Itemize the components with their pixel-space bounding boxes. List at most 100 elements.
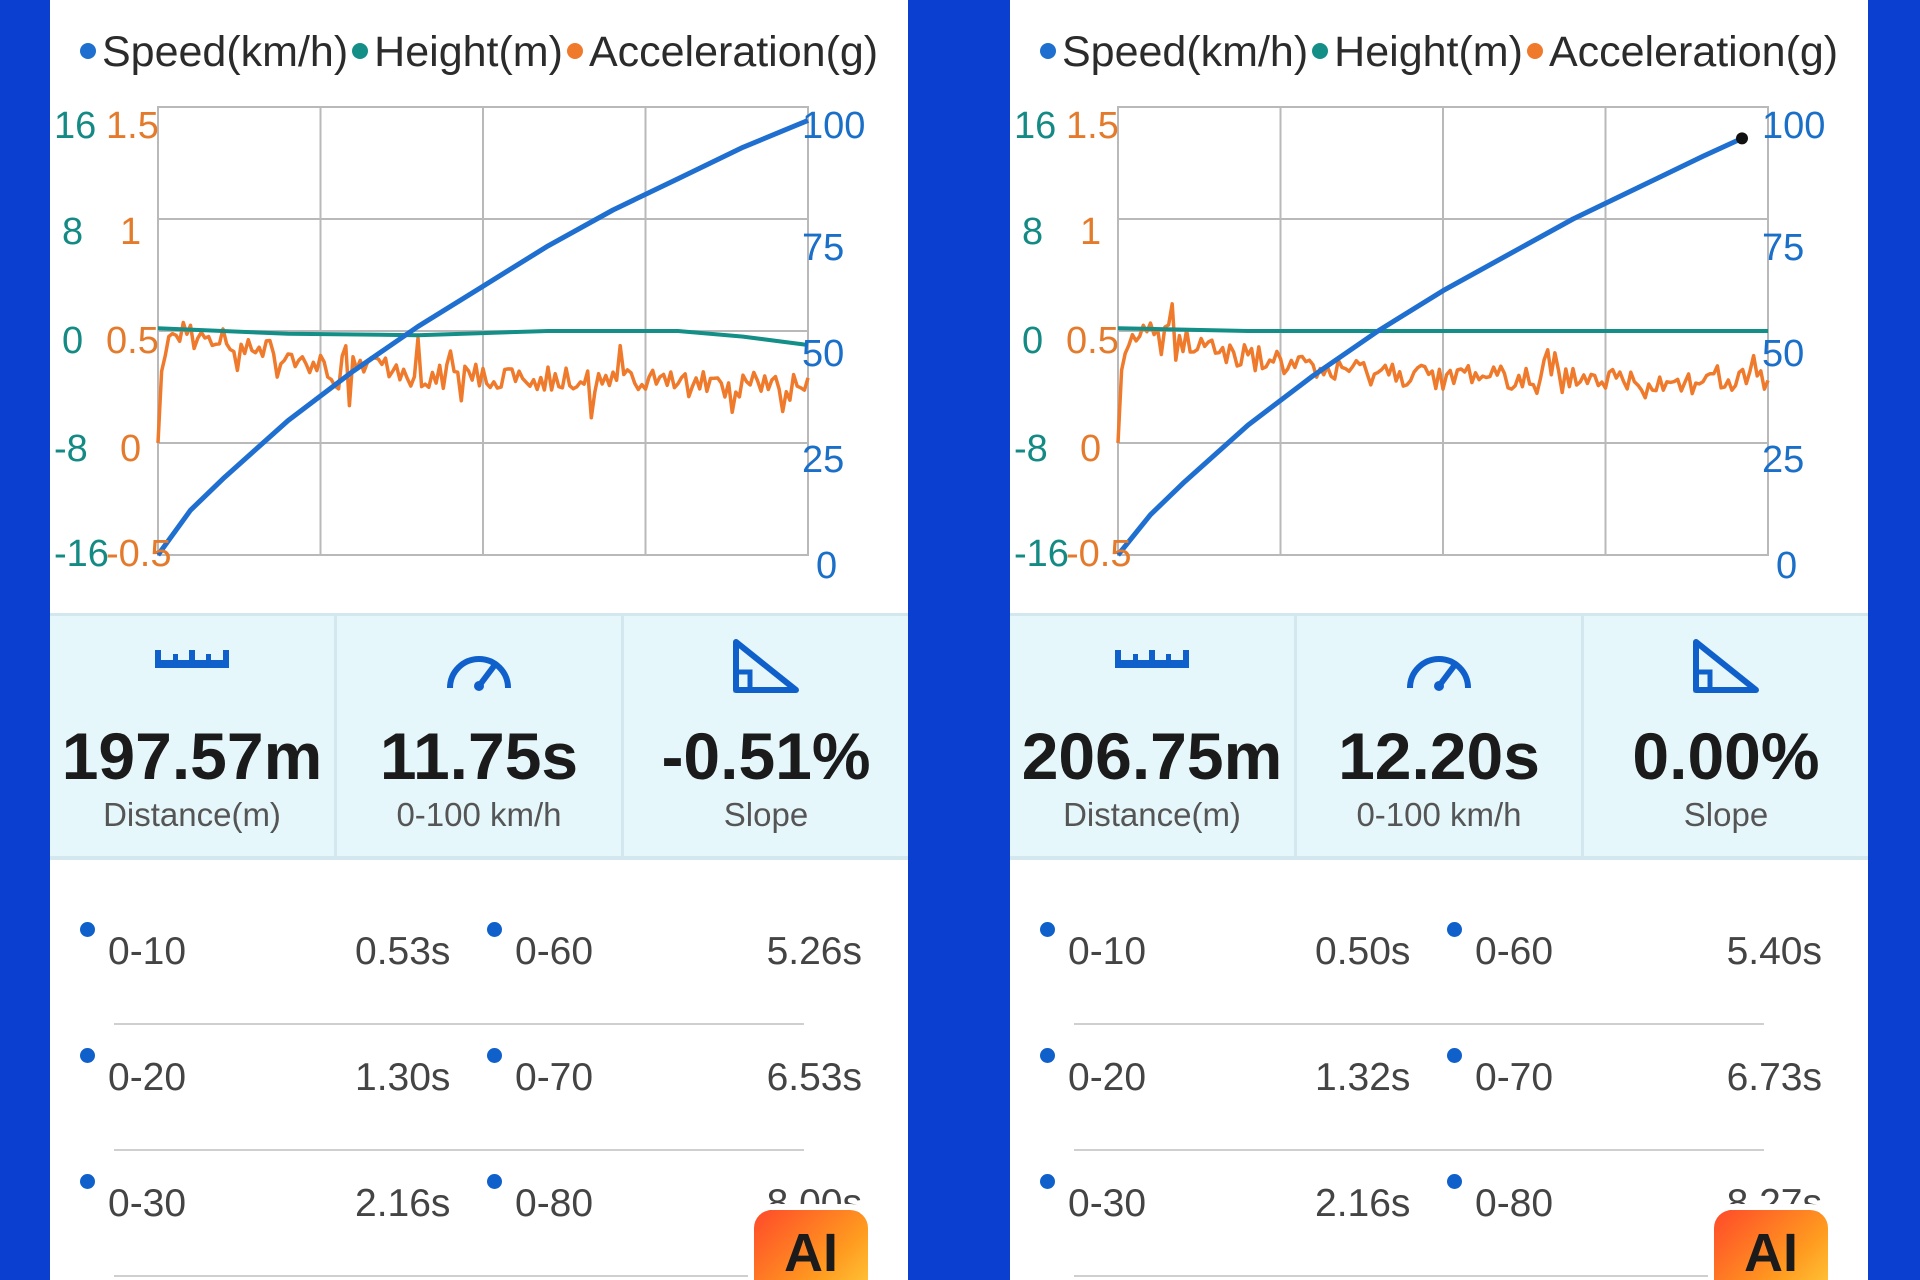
row-divider — [1074, 1275, 1764, 1277]
bullet-icon — [1040, 1174, 1055, 1189]
series-height — [157, 326, 809, 347]
bullet-icon — [487, 1174, 502, 1189]
legend-acceleration[interactable]: Acceleration(g) — [566, 28, 878, 77]
stat-distance: 197.57m Distance(m) — [50, 616, 337, 856]
legend-dot-icon — [1312, 42, 1329, 59]
legend-dot-icon — [352, 42, 369, 59]
speed-tick: 0 — [1776, 545, 1798, 587]
split-label: 0-20 — [1068, 1056, 1147, 1099]
legend-speed[interactable]: Speed(km/h) — [80, 28, 348, 77]
time-caption: 0-100 km/h — [396, 796, 562, 833]
speedometer-icon — [447, 656, 511, 691]
accel-tick: 1 — [1080, 211, 1102, 253]
bullet-icon — [80, 1174, 95, 1189]
series-acceleration — [156, 320, 810, 444]
chart-legend: Speed(km/h) Height(m) Acceleration(g) — [1040, 28, 1868, 77]
split-label: 0-70 — [1475, 1056, 1554, 1099]
split-label: 0-30 — [108, 1182, 187, 1225]
split-label: 0-30 — [1068, 1182, 1147, 1225]
accel-tick: 1.5 — [106, 105, 159, 147]
run-chart[interactable]: 16 8 0 -8 -16 1.5 1 0.5 0 -0.5 100 75 50… — [50, 95, 908, 595]
split-value: 0.53s — [355, 930, 451, 973]
split-label: 0-70 — [515, 1056, 594, 1099]
accel-tick: -0.5 — [1066, 533, 1132, 575]
series-height — [1117, 326, 1768, 333]
bullet-icon — [1447, 1174, 1462, 1189]
split-value: 5.40s — [1726, 930, 1822, 973]
series-speed — [155, 118, 809, 557]
accel-tick: 1 — [120, 211, 142, 253]
series-speed — [1116, 136, 1744, 557]
run-chart[interactable]: 16 8 0 -8 -16 1.5 1 0.5 0 -0.5 100 75 50… — [1010, 95, 1868, 595]
series-acceleration — [1116, 302, 1770, 444]
ruler-icon — [1115, 650, 1189, 668]
accel-tick: 0 — [1080, 428, 1102, 470]
cursor-point — [1736, 132, 1748, 145]
split-value: 2.16s — [1315, 1182, 1411, 1225]
split-label: 0-10 — [1068, 930, 1147, 973]
accel-tick: 1.5 — [1066, 105, 1119, 147]
ai-badge-button[interactable]: AI — [1714, 1210, 1828, 1280]
bullet-icon — [487, 1048, 502, 1063]
slope-icon — [733, 639, 799, 693]
legend-height[interactable]: Height(m) — [352, 28, 563, 77]
split-value: 0.50s — [1315, 930, 1411, 973]
chart-svg — [155, 106, 810, 557]
height-tick: -16 — [1014, 533, 1069, 575]
speed-tick: 100 — [802, 105, 866, 147]
legend-dot-icon — [1040, 42, 1056, 59]
table-row: 0-10 0.50s 0-60 5.40s — [1010, 920, 1868, 1046]
speed-tick: 75 — [1762, 227, 1805, 269]
ai-badge-button[interactable]: AI — [754, 1210, 868, 1280]
table-row: 0-20 1.30s 0-70 6.53s — [50, 1046, 908, 1172]
height-tick: -16 — [54, 533, 109, 575]
run-panel-2: Speed(km/h) Height(m) Acceleration(g) 16 8… — [1010, 0, 1868, 1280]
row-divider — [1074, 1023, 1764, 1025]
bullet-icon — [1040, 1048, 1055, 1063]
split-value: 5.26s — [766, 930, 862, 973]
split-value: 1.30s — [355, 1056, 451, 1099]
speed-tick: 50 — [802, 333, 845, 375]
accel-tick: -0.5 — [106, 533, 172, 575]
stat-slope: 0.00% Slope — [1584, 616, 1868, 856]
row-divider — [1074, 1149, 1764, 1151]
distance-caption: Distance(m) — [103, 796, 281, 833]
legend-dot-icon — [1526, 42, 1543, 59]
time-caption: 0-100 km/h — [1356, 796, 1522, 833]
slope-icon — [1693, 639, 1759, 693]
height-tick: 0 — [62, 320, 84, 362]
table-row: 0-30 2.16s 0-80 8.27s — [1010, 1172, 1868, 1280]
legend-acceleration[interactable]: Acceleration(g) — [1526, 28, 1838, 77]
height-tick: 16 — [54, 105, 97, 147]
accel-tick: 0.5 — [106, 320, 159, 362]
speed-tick: 100 — [1762, 105, 1826, 147]
split-value: 6.53s — [766, 1056, 862, 1099]
bullet-icon — [80, 1048, 95, 1063]
bullet-icon — [80, 922, 95, 937]
split-value: 6.73s — [1726, 1056, 1822, 1099]
speedometer-icon — [1407, 656, 1471, 691]
height-tick: 8 — [62, 211, 84, 253]
bullet-icon — [487, 922, 502, 937]
height-tick: -8 — [1014, 428, 1048, 470]
distance-value: 197.57m — [61, 719, 323, 793]
legend-height[interactable]: Height(m) — [1312, 28, 1523, 77]
speed-tick: 25 — [1762, 439, 1805, 481]
stat-time: 11.75s 0-100 km/h — [337, 616, 624, 856]
height-tick: -8 — [54, 428, 88, 470]
speed-tick: 75 — [802, 227, 845, 269]
bullet-icon — [1447, 922, 1462, 937]
bullet-icon — [1447, 1048, 1462, 1063]
bullet-icon — [1040, 922, 1055, 937]
legend-dot-icon — [80, 42, 96, 59]
stat-slope: -0.51% Slope — [624, 616, 908, 856]
speed-tick: 50 — [1762, 333, 1805, 375]
stat-distance: 206.75m Distance(m) — [1010, 616, 1297, 856]
ruler-icon — [155, 650, 229, 668]
height-tick: 16 — [1014, 105, 1057, 147]
row-divider — [114, 1275, 804, 1277]
row-divider — [114, 1023, 804, 1025]
legend-speed[interactable]: Speed(km/h) — [1040, 28, 1308, 77]
row-divider — [114, 1149, 804, 1151]
distance-value: 206.75m — [1021, 719, 1283, 793]
